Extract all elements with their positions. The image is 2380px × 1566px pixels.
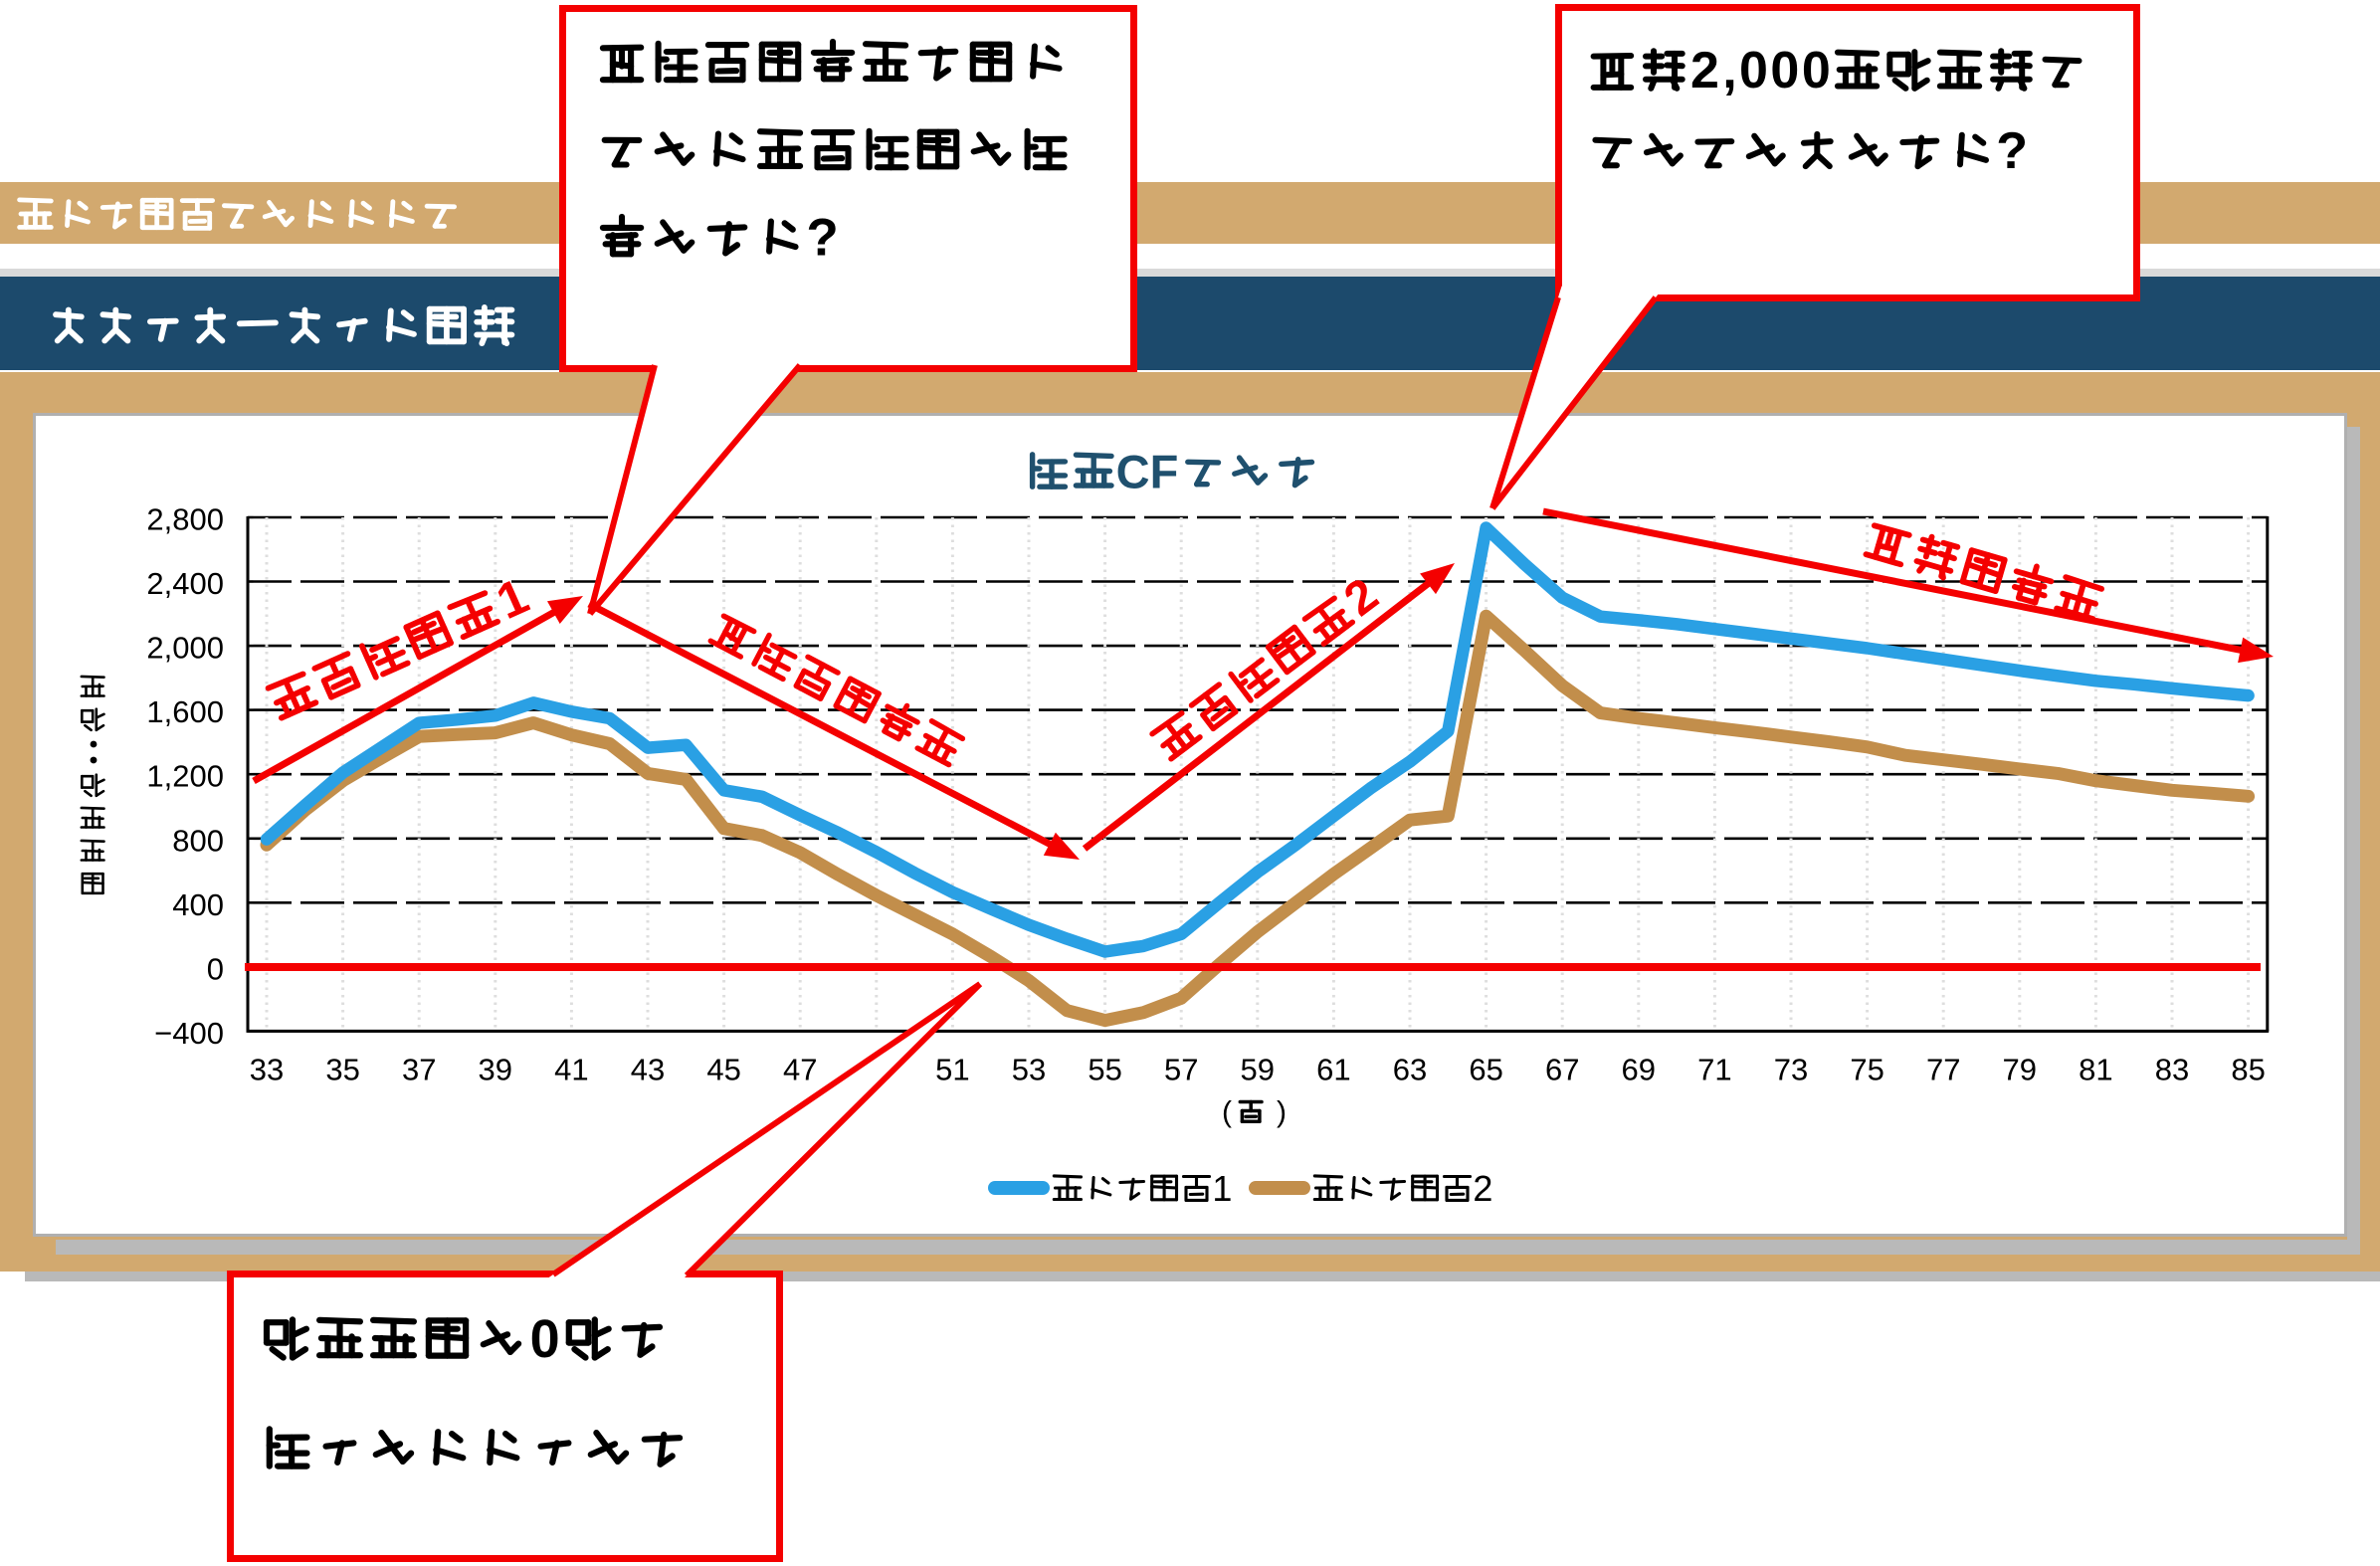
svg-text:79: 79 <box>2003 1053 2037 1087</box>
svg-text:(: ( <box>1222 1096 1232 1129</box>
svg-text:F: F <box>1150 445 1179 497</box>
svg-text:81: 81 <box>2079 1053 2112 1087</box>
svg-text:33: 33 <box>250 1053 284 1087</box>
svg-text:?: ? <box>1996 122 2028 180</box>
svg-text:53: 53 <box>1012 1053 1046 1087</box>
svg-text:51: 51 <box>935 1053 969 1087</box>
svg-text:0: 0 <box>1739 42 1768 99</box>
svg-text:65: 65 <box>1469 1053 1502 1087</box>
svg-text:59: 59 <box>1241 1053 1275 1087</box>
svg-text:0: 0 <box>1770 42 1799 99</box>
svg-text:73: 73 <box>1774 1053 1808 1087</box>
svg-text:69: 69 <box>1622 1053 1656 1087</box>
svg-text:2,400: 2,400 <box>146 566 224 601</box>
svg-text:?: ? <box>806 209 838 268</box>
svg-text:1,200: 1,200 <box>146 759 224 794</box>
svg-text:,: , <box>1722 42 1736 99</box>
svg-text:77: 77 <box>1926 1053 1960 1087</box>
svg-text:57: 57 <box>1164 1053 1198 1087</box>
svg-text:75: 75 <box>1850 1053 1884 1087</box>
svg-text:1,600: 1,600 <box>146 694 224 729</box>
svg-text:2: 2 <box>1690 42 1719 99</box>
svg-text:2,800: 2,800 <box>146 502 224 537</box>
svg-text:71: 71 <box>1697 1053 1731 1087</box>
svg-text:47: 47 <box>783 1053 817 1087</box>
svg-text:83: 83 <box>2155 1053 2189 1087</box>
svg-text:85: 85 <box>2231 1053 2265 1087</box>
svg-text:0: 0 <box>207 951 224 986</box>
svg-text:0: 0 <box>530 1309 560 1369</box>
svg-text:41: 41 <box>554 1053 588 1087</box>
svg-text:35: 35 <box>325 1053 359 1087</box>
svg-text:61: 61 <box>1316 1053 1350 1087</box>
svg-text:−400: −400 <box>154 1016 224 1051</box>
svg-text:55: 55 <box>1088 1053 1121 1087</box>
svg-text:39: 39 <box>479 1053 512 1087</box>
svg-text:800: 800 <box>172 823 224 858</box>
svg-text:2,000: 2,000 <box>146 631 224 666</box>
svg-text:1: 1 <box>1212 1168 1232 1209</box>
svg-text:): ) <box>1277 1096 1287 1129</box>
svg-text:63: 63 <box>1393 1053 1427 1087</box>
svg-text:400: 400 <box>172 887 224 922</box>
svg-text:43: 43 <box>631 1053 665 1087</box>
svg-text:2: 2 <box>1473 1168 1492 1209</box>
svg-text:37: 37 <box>402 1053 436 1087</box>
svg-text:67: 67 <box>1545 1053 1579 1087</box>
svg-text:0: 0 <box>1802 42 1831 99</box>
svg-text:45: 45 <box>706 1053 740 1087</box>
svg-text:C: C <box>1116 445 1150 497</box>
